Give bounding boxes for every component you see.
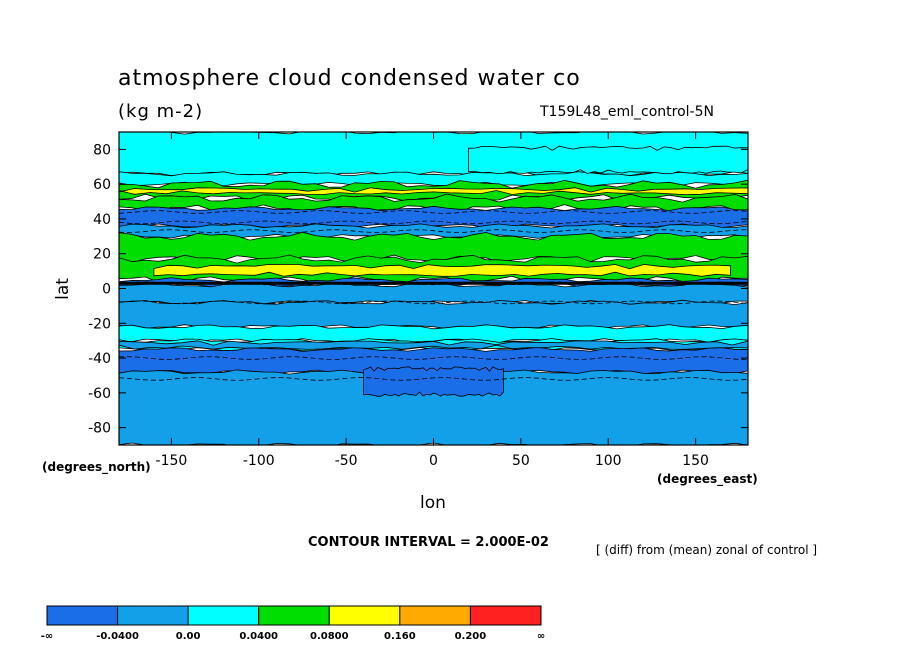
x-tick-label: 100 — [595, 453, 622, 469]
dashed-contour — [119, 220, 748, 225]
x-tick-label: -50 — [335, 453, 358, 469]
dashed-contour — [119, 356, 748, 360]
y-unit-label: (degrees_north) — [42, 460, 151, 475]
colorbar-label: 0.160 — [384, 631, 416, 642]
contour-interval: CONTOUR INTERVAL = 2.000E-02 — [308, 535, 549, 550]
chart-units: (kg m-2) — [118, 101, 204, 122]
y-axis-label: lat — [53, 278, 73, 300]
contour-patch — [119, 187, 748, 196]
run-id: T159L48_eml_control-5N — [540, 104, 714, 120]
y-tick-label: -60 — [88, 386, 111, 402]
dashed-contour — [119, 229, 748, 233]
contour-patch — [153, 263, 731, 277]
zonal-band — [119, 346, 748, 375]
zonal-band — [119, 231, 748, 264]
y-tick-label: 20 — [93, 247, 111, 263]
plot-fill-group — [119, 132, 748, 445]
y-tick-label: -20 — [88, 316, 111, 332]
colorbar-label: -0.0400 — [96, 631, 139, 642]
x-tick-label: -150 — [156, 453, 188, 469]
zonal-band — [119, 369, 748, 445]
colorbar-swatch — [187, 605, 260, 626]
y-tick-label: 80 — [93, 142, 111, 158]
zonal-band — [119, 324, 748, 343]
y-tick-label: 0 — [102, 282, 111, 298]
dashed-contour — [119, 377, 748, 381]
colorbar-label: 0.00 — [176, 631, 201, 642]
contour-patch — [468, 145, 748, 175]
x-unit-label: (degrees_east) — [657, 472, 758, 487]
colorbar-swatch — [46, 605, 119, 626]
y-tick-label: 60 — [93, 177, 111, 193]
colorbar-label: 0.0800 — [310, 631, 349, 642]
chart-title: atmosphere cloud condensed water co — [118, 66, 581, 91]
colorbar-label: ∞ — [537, 631, 545, 642]
x-tick-label: -100 — [243, 453, 275, 469]
y-tick-label: -80 — [88, 421, 111, 437]
colorbar-swatch — [117, 605, 189, 626]
contour-patch — [119, 340, 748, 350]
contour-patch — [363, 366, 504, 397]
y-tick-label: 40 — [93, 212, 111, 228]
dashed-contour — [119, 300, 748, 305]
y-tick-label: -40 — [88, 351, 111, 367]
zonal-band — [119, 299, 748, 330]
colorbar-swatch — [258, 605, 330, 626]
colorbar-swatch — [399, 605, 471, 626]
colorbar-swatch — [328, 605, 401, 626]
dashed-contour — [119, 210, 748, 214]
x-tick-label: 0 — [429, 453, 438, 469]
colorbar-label: 0.0400 — [239, 631, 278, 642]
diff-note: [ (diff) from (mean) zonal of control ] — [596, 543, 818, 557]
colorbar-swatch — [469, 605, 542, 626]
x-tick-label: 50 — [512, 453, 530, 469]
x-tick-label: 150 — [682, 453, 709, 469]
colorbar-label: -∞ — [41, 631, 53, 642]
x-axis-label: lon — [420, 493, 446, 513]
colorbar-label: 0.200 — [455, 631, 487, 642]
